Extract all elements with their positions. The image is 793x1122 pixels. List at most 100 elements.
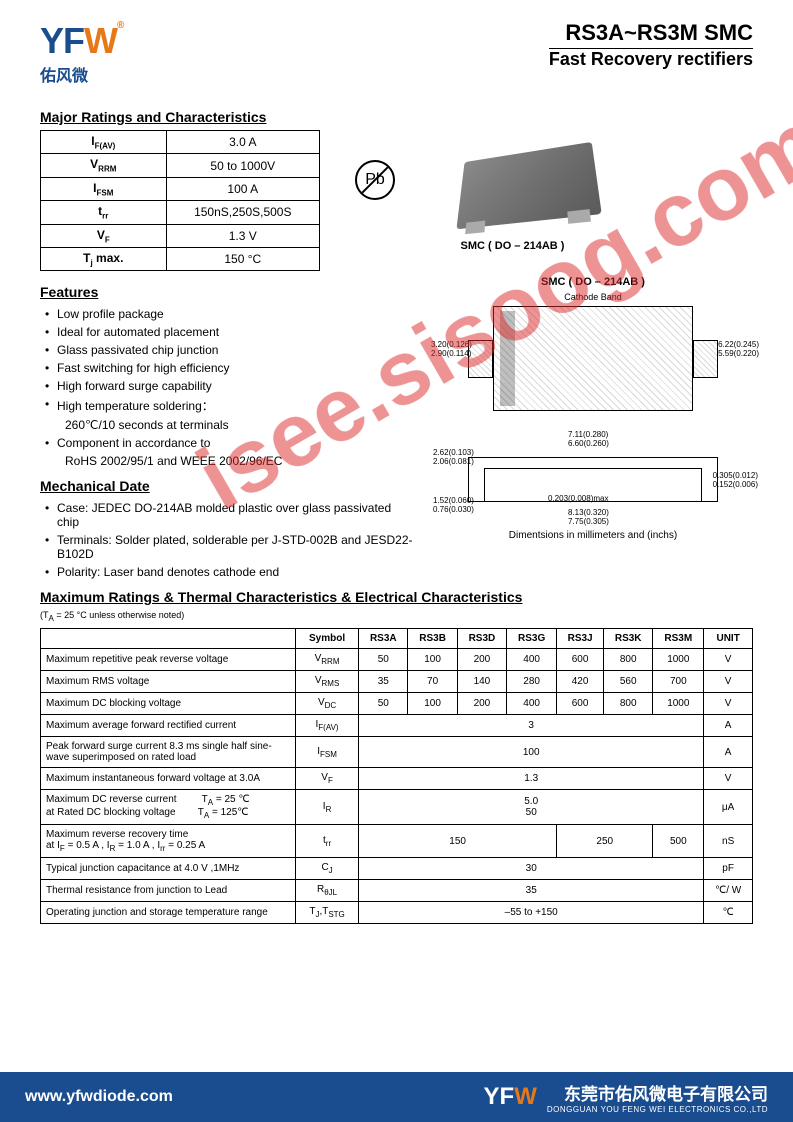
param-symbol: IR [296,790,359,825]
dim-caption: Dimentsions in millimeters and (inchs) [433,530,753,541]
pb-text: Pb [365,171,385,189]
param-symbol: VRMS [296,671,359,693]
param-name: Maximum reverse recovery timeat IF = 0.5… [41,825,296,858]
header: YFW® 佑风微 RS3A~RS3M SMC Fast Recovery rec… [0,0,793,91]
chip-label: SMC ( DO – 214AB ) [430,240,595,252]
param-unit: ℃/ W [704,880,753,902]
ratings-title: Major Ratings and Characteristics [40,109,753,125]
param-value: 50 [359,649,408,671]
param-value: 35 [359,671,408,693]
ratings-table: IF(AV)3.0 AVRRM50 to 1000VIFSM100 Atrr15… [40,130,320,271]
diagram-column: SMC ( DO – 214AB ) Cathode Band 3.20(0.1… [433,276,753,581]
param-name: Maximum RMS voltage [41,671,296,693]
feature-item: RoHS 2002/95/1 and WEEE 2002/96/EC [45,452,413,470]
param-value: 140 [457,671,506,693]
table-header: UNIT [704,629,753,649]
param-symbol: TJ,TSTG [296,902,359,924]
title-main: RS3A~RS3M SMC [549,20,753,49]
param-value: 1.3 [359,768,704,790]
title-block: RS3A~RS3M SMC Fast Recovery rectifiers [549,20,753,86]
param-unit: V [704,768,753,790]
param-value: 280 [507,671,557,693]
table-header: RS3D [457,629,506,649]
feature-item: Fast switching for high efficiency [45,359,413,377]
logo-w: W [84,20,117,61]
table-header: RS3J [557,629,604,649]
title-sub: Fast Recovery rectifiers [549,49,753,70]
rating-symbol: IF(AV) [41,131,167,154]
diagram-top-view: SMC ( DO – 214AB ) Cathode Band 3.20(0.1… [433,276,753,451]
lead-free-icon: Pb [355,160,395,200]
table-header: RS3M [653,629,704,649]
feature-item: Ideal for automated placement [45,323,413,341]
param-unit: μA [704,790,753,825]
footer-company: 东莞市佑风微电子有限公司 DONGGUAN YOU FENG WEI ELECT… [547,1080,768,1114]
mechanical-item: Polarity: Laser band denotes cathode end [45,563,413,581]
mechanical-item: Terminals: Solder plated, solderable per… [45,531,413,563]
param-value: 420 [557,671,604,693]
param-unit: V [704,693,753,715]
param-value: 100 [408,649,457,671]
param-value: 70 [408,671,457,693]
rating-symbol: VRRM [41,154,167,177]
logo-subtitle: 佑风微 [40,62,123,86]
logo-yf: YF [40,20,84,61]
footer-url: www.yfwdiode.com [25,1088,173,1106]
rating-symbol: trr [41,201,167,224]
param-value: 35 [359,880,704,902]
side-dim2: 1.52(0.060) 0.76(0.030) [433,497,474,515]
footer-logo: YFW [484,1083,537,1111]
rating-value: 150 °C [166,247,319,270]
param-symbol: IFSM [296,737,359,768]
param-value: 400 [507,693,557,715]
param-symbol: VRRM [296,649,359,671]
features-column: Features Low profile packageIdeal for au… [40,276,413,581]
footer-logo-yf: YF [484,1083,515,1110]
param-value: 200 [457,693,506,715]
param-name: Maximum average forward rectified curren… [41,715,296,737]
rating-symbol: VF [41,224,167,247]
mechanical-item: Case: JEDEC DO-214AB molded plastic over… [45,499,413,531]
chip-image [456,142,601,229]
features-title: Features [40,284,413,300]
param-value: 200 [457,649,506,671]
param-name: Thermal resistance from junction to Lead [41,880,296,902]
feature-item: Glass passivated chip junction [45,341,413,359]
param-value: 1000 [653,693,704,715]
param-name: Operating junction and storage temperatu… [41,902,296,924]
param-value: 30 [359,858,704,880]
param-value: –55 to +150 [359,902,704,924]
feature-item: Component in accordance to [45,434,413,452]
param-value: 50 [359,693,408,715]
param-unit: pF [704,858,753,880]
table-note: (TA = 25 °C unless otherwise noted) [40,610,753,623]
table-header: RS3A [359,629,408,649]
rating-symbol: IFSM [41,177,167,200]
param-symbol: VDC [296,693,359,715]
param-value: 800 [604,649,653,671]
footer-cn: 东莞市佑风微电子有限公司 [547,1080,768,1105]
feature-item: High forward surge capability [45,377,413,395]
feature-item: High temperature soldering： [45,395,413,416]
footer-right: YFW 东莞市佑风微电子有限公司 DONGGUAN YOU FENG WEI E… [484,1080,768,1114]
param-symbol: IF(AV) [296,715,359,737]
param-symbol: RθJL [296,880,359,902]
side-dim4: 0.305(0.012) 0.152(0.006) [713,472,758,490]
param-unit: V [704,649,753,671]
param-unit: ℃ [704,902,753,924]
footer-logo-w: W [514,1083,537,1110]
mechanical-list: Case: JEDEC DO-214AB molded plastic over… [45,499,413,581]
side-dim3: 0.203(0.008)max [548,495,608,504]
table-header: RS3K [604,629,653,649]
feature-item: 260℃/10 seconds at terminals [45,416,413,434]
param-value: 150 [359,825,557,858]
rating-value: 50 to 1000V [166,154,319,177]
mechanical-title: Mechanical Date [40,478,413,494]
param-value: 100 [359,737,704,768]
param-value: 800 [604,693,653,715]
rating-value: 3.0 A [166,131,319,154]
param-value: 3 [359,715,704,737]
diagram-title: SMC ( DO – 214AB ) [433,276,753,288]
logo-block: YFW® 佑风微 [40,20,123,86]
smc-outline [493,306,693,411]
